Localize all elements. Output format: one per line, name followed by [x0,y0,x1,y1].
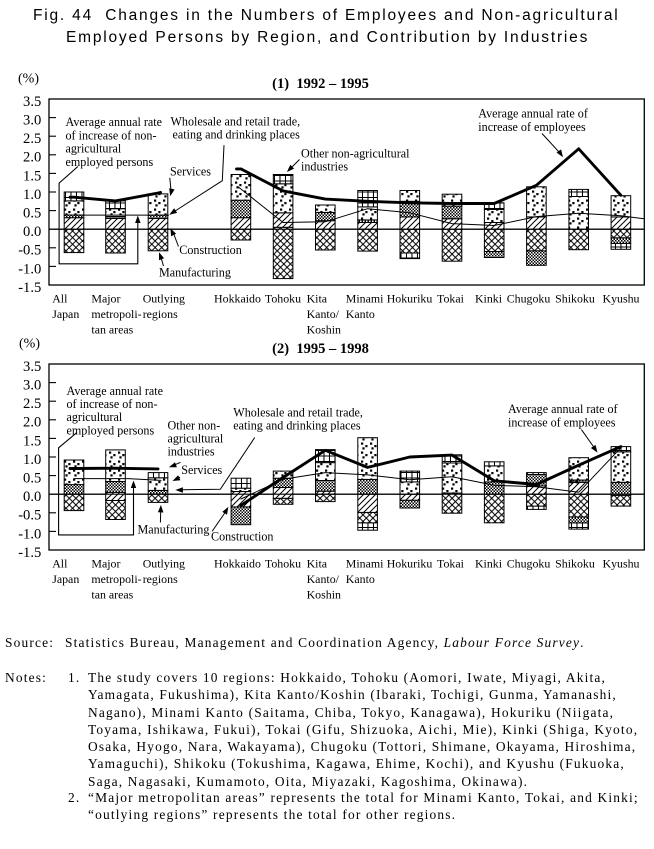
svg-text:3.0: 3.0 [23,113,41,129]
svg-text:Tohoku: Tohoku [265,556,301,570]
svg-text:Wholesale and retail trade,: Wholesale and retail trade, [171,115,301,129]
svg-text:3.5: 3.5 [23,94,41,110]
svg-text:-1.0: -1.0 [18,526,41,542]
svg-text:increase of employees: increase of employees [508,416,616,430]
svg-text:Kanto/: Kanto/ [307,307,340,321]
svg-text:Shikoku: Shikoku [555,556,595,570]
svg-text:-1.0: -1.0 [18,261,41,277]
svg-text:metropoli-: metropoli- [91,572,141,586]
svg-text:Hokuriku: Hokuriku [387,556,433,570]
svg-text:Tokai: Tokai [437,291,465,305]
svg-text:3.0: 3.0 [23,378,41,394]
svg-text:0.5: 0.5 [23,471,41,487]
svg-text:metropoli-: metropoli- [91,307,141,321]
svg-text:Minami: Minami [346,556,384,570]
svg-text:Minami: Minami [346,291,384,305]
svg-text:of increase of non-: of increase of non- [66,128,157,142]
svg-text:Outlying: Outlying [143,291,185,305]
svg-text:Hokkaido: Hokkaido [214,556,261,570]
svg-text:(%): (%) [18,72,39,87]
svg-text:Manufacturing: Manufacturing [138,523,210,537]
svg-text:Hokuriku: Hokuriku [387,291,433,305]
svg-text:1.0: 1.0 [23,452,41,468]
svg-text:Average annual rate of: Average annual rate of [478,107,589,121]
svg-text:of increase of non-: of increase of non- [67,397,158,411]
svg-text:0.0: 0.0 [23,489,41,505]
svg-text:0.0: 0.0 [23,224,41,240]
svg-text:Japan: Japan [52,572,79,586]
svg-text:0.5: 0.5 [23,206,41,222]
svg-text:Kita: Kita [307,556,328,570]
svg-text:Kita: Kita [307,291,328,305]
svg-text:Japan: Japan [52,307,79,321]
svg-text:1.5: 1.5 [23,168,41,184]
svg-text:increase of employees: increase of employees [478,120,586,134]
svg-text:industries: industries [168,445,215,459]
svg-text:Kyushu: Kyushu [603,556,640,570]
svg-text:regions: regions [143,307,178,321]
svg-text:eating and drinking places: eating and drinking places [233,419,361,433]
svg-text:-1.5: -1.5 [18,545,41,561]
svg-text:Kinki: Kinki [475,291,503,305]
svg-text:-0.5: -0.5 [18,508,41,524]
svg-text:employed persons: employed persons [67,423,155,437]
svg-text:Tohoku: Tohoku [265,291,301,305]
svg-text:Average annual rate of: Average annual rate of [508,402,619,416]
svg-text:Kanto: Kanto [346,572,375,586]
svg-text:-0.5: -0.5 [18,243,41,259]
svg-text:(1) 1992 – 1995: (1) 1992 – 1995 [272,76,369,92]
svg-text:Construction: Construction [211,530,273,544]
svg-text:Koshin: Koshin [307,323,341,337]
svg-text:(2) 1995 – 1998: (2) 1995 – 1998 [272,341,369,357]
svg-text:Average annual rate: Average annual rate [66,115,162,129]
svg-text:agricultural: agricultural [66,142,122,156]
svg-text:eating and drinking places: eating and drinking places [173,128,301,142]
svg-text:2.5: 2.5 [23,396,41,412]
svg-text:3.5: 3.5 [23,359,41,375]
svg-text:Services: Services [181,463,222,477]
svg-text:Chugoku: Chugoku [507,291,551,305]
svg-text:(%): (%) [19,337,40,352]
svg-text:2.5: 2.5 [23,131,41,147]
svg-text:Shikoku: Shikoku [555,291,595,305]
svg-text:Koshin: Koshin [307,588,341,602]
svg-text:All: All [52,291,68,305]
svg-text:Tokai: Tokai [437,556,465,570]
svg-text:Major: Major [91,291,120,305]
svg-text:agricultural: agricultural [168,432,224,446]
svg-text:2.0: 2.0 [23,150,41,166]
svg-text:Other non-: Other non- [168,419,221,433]
svg-text:Hokkaido: Hokkaido [214,291,261,305]
svg-text:1.5: 1.5 [23,433,41,449]
svg-text:Kanto/: Kanto/ [307,572,340,586]
svg-text:Services: Services [170,165,211,179]
svg-text:tan areas: tan areas [91,588,133,602]
svg-text:2.0: 2.0 [23,415,41,431]
svg-text:1.0: 1.0 [23,187,41,203]
svg-text:Outlying: Outlying [143,556,185,570]
svg-text:tan areas: tan areas [91,323,133,337]
svg-text:All: All [52,556,68,570]
svg-text:Wholesale and retail trade,: Wholesale and retail trade, [233,406,363,420]
svg-text:agricultural: agricultural [67,410,123,424]
svg-text:Manufacturing: Manufacturing [159,266,231,280]
svg-text:Average annual rate: Average annual rate [67,384,163,398]
svg-text:Kinki: Kinki [475,556,503,570]
svg-text:-1.5: -1.5 [18,280,41,296]
svg-text:Kanto: Kanto [346,307,375,321]
svg-text:industries: industries [301,160,348,174]
svg-text:employed persons: employed persons [66,155,154,169]
svg-text:Kyushu: Kyushu [603,291,640,305]
svg-text:Chugoku: Chugoku [507,556,551,570]
svg-text:Other non-agricultural: Other non-agricultural [301,147,410,161]
svg-text:Construction: Construction [179,243,241,257]
svg-text:regions: regions [143,572,178,586]
svg-text:Major: Major [91,556,120,570]
